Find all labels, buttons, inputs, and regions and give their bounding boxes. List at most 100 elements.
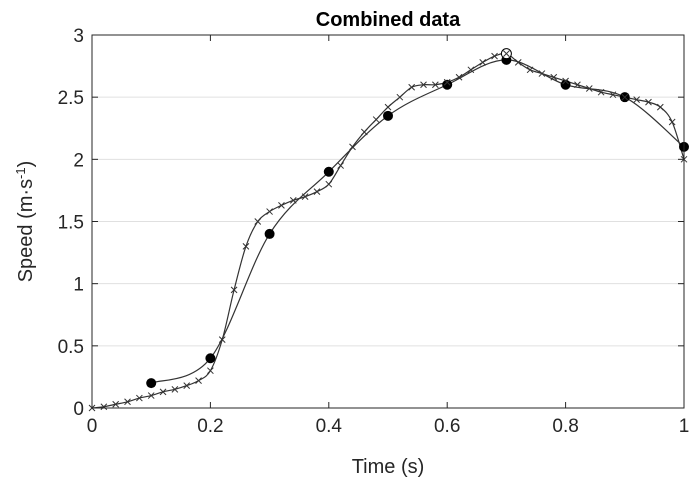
series-2-point-19 bbox=[313, 188, 321, 196]
series-2-point-7 bbox=[171, 385, 179, 393]
x-axis-label: Time (s) bbox=[352, 456, 425, 478]
series-2-point-36 bbox=[514, 58, 522, 66]
series-2-point-4 bbox=[136, 394, 143, 402]
series-2-point-5 bbox=[147, 392, 155, 399]
series-2-point-11 bbox=[218, 336, 226, 343]
series-2-point-17 bbox=[289, 197, 297, 204]
series-2-point-37 bbox=[526, 66, 534, 74]
series-2-point-14-stroke-b bbox=[254, 218, 262, 225]
series-2-point-39-stroke-b bbox=[550, 73, 558, 81]
series-0-point-2 bbox=[264, 228, 275, 239]
series-2-point-49-stroke-b bbox=[668, 118, 676, 126]
series-2-point-30-stroke-b bbox=[443, 78, 451, 86]
x-tick-label-1: 0.2 bbox=[197, 416, 223, 437]
series-2-point-33-stroke-b bbox=[479, 58, 487, 66]
series-2-point-44-stroke-b bbox=[609, 91, 617, 99]
series-2-point-49 bbox=[668, 118, 676, 126]
series-2-point-22-stroke-b bbox=[349, 143, 356, 151]
series-2-point-12-stroke-b bbox=[230, 286, 238, 294]
series-2-point-28 bbox=[420, 81, 427, 89]
series-2-point-3-stroke-b bbox=[124, 398, 131, 406]
series-2-point-28-stroke-b bbox=[420, 81, 427, 89]
series-2-point-47 bbox=[645, 98, 652, 106]
series-2-point-45-stroke-b bbox=[621, 93, 629, 101]
series-2-point-31 bbox=[455, 73, 463, 81]
series-2-point-1 bbox=[100, 403, 108, 411]
series-2-point-17-stroke-b bbox=[289, 197, 297, 204]
x-tick-label-3: 0.6 bbox=[434, 416, 460, 437]
series-2-point-27-stroke-b bbox=[408, 83, 416, 91]
series-2-point-11-stroke-b bbox=[218, 336, 226, 343]
series-0-point-1 bbox=[205, 353, 216, 364]
series-2-point-25-stroke-b bbox=[384, 103, 392, 111]
series-2-point-40 bbox=[562, 77, 569, 85]
series-2-point-1-stroke-b bbox=[100, 403, 108, 411]
series-2-point-2 bbox=[112, 400, 120, 408]
series-2-point-29-stroke-b bbox=[432, 81, 439, 89]
series-0-point-0 bbox=[146, 378, 157, 389]
series-2-point-8-stroke-b bbox=[183, 382, 191, 389]
series-2-point-4-stroke-b bbox=[136, 394, 143, 402]
series-2-point-23-stroke-b bbox=[360, 128, 368, 136]
series-2-point-12 bbox=[230, 286, 238, 294]
series-2-point-32-stroke-b bbox=[467, 66, 475, 74]
series-2-point-34-stroke-b bbox=[491, 52, 498, 60]
x-tick-label-5: 1 bbox=[679, 416, 690, 437]
series-2-point-24 bbox=[372, 116, 380, 123]
series-2-point-13-stroke-b bbox=[242, 243, 250, 250]
series-2-point-20 bbox=[325, 180, 333, 188]
series-2-point-39 bbox=[550, 73, 558, 81]
series-2-point-6 bbox=[159, 388, 167, 396]
series-2-point-46 bbox=[633, 96, 640, 104]
series-2-point-35 bbox=[503, 50, 510, 58]
y-axis-label-close: ) bbox=[15, 161, 37, 168]
series-2-point-6-stroke-b bbox=[159, 388, 167, 396]
y-axis-label-main: Speed (m·s bbox=[15, 179, 37, 282]
series-2-point-32 bbox=[467, 66, 475, 74]
series-2-point-16 bbox=[278, 201, 285, 209]
series-2-point-34 bbox=[491, 52, 498, 60]
series-2-point-15-stroke-b bbox=[266, 208, 273, 215]
series-2-point-46-stroke-b bbox=[633, 96, 640, 104]
series-2-point-48 bbox=[656, 103, 664, 111]
gridlines bbox=[92, 96, 684, 347]
series-2-point-40-stroke-b bbox=[562, 77, 569, 85]
series-2-point-2-stroke-b bbox=[112, 400, 120, 408]
series-0-point-3 bbox=[323, 166, 334, 177]
series-2-point-25 bbox=[384, 103, 392, 111]
series-2-point-13 bbox=[242, 243, 250, 250]
series-2-point-37-stroke-b bbox=[526, 66, 534, 74]
x-tick-label-0: 0 bbox=[87, 416, 98, 437]
x-tick-label-2: 0.4 bbox=[316, 416, 343, 437]
series-2-point-15 bbox=[266, 208, 273, 215]
series-2-point-22 bbox=[349, 143, 356, 151]
series-2-point-41 bbox=[574, 81, 581, 89]
axis-ticks: 0 0.2 0.4 0.6 0.8 1 0 0.5 1 1.5 2 2.5 3 bbox=[58, 26, 690, 437]
series-2-point-26 bbox=[396, 93, 404, 101]
series-2-point-27 bbox=[408, 83, 416, 91]
series-2-point-14 bbox=[254, 218, 262, 225]
x-tick-label-4: 0.8 bbox=[552, 416, 578, 437]
series-2-point-45 bbox=[621, 93, 629, 101]
series-2-point-26-stroke-b bbox=[396, 93, 404, 101]
y-axis-label-superscript: -1 bbox=[13, 167, 28, 179]
series-0-point-4 bbox=[383, 110, 393, 121]
y-tick-label-5: 2.5 bbox=[58, 88, 84, 109]
series-2-point-10 bbox=[207, 367, 214, 375]
data-markers bbox=[88, 48, 689, 412]
series-0-point-7 bbox=[560, 79, 571, 90]
y-axis-label: Speed (m·s-1) bbox=[13, 161, 38, 283]
y-tick-label-6: 3 bbox=[73, 26, 84, 47]
y-tick-label-1: 0.5 bbox=[58, 337, 84, 358]
series-2-point-33 bbox=[479, 58, 487, 66]
series-2-point-18-stroke-b bbox=[301, 193, 309, 200]
series-2-point-29 bbox=[432, 81, 439, 89]
series-2-point-10-stroke-b bbox=[207, 367, 214, 375]
series-2-point-23 bbox=[360, 128, 368, 136]
series-0-point-5 bbox=[442, 79, 453, 90]
series-2-point-43-stroke-b bbox=[597, 88, 605, 96]
series-2-point-7-stroke-b bbox=[171, 385, 179, 393]
series-2-point-43 bbox=[597, 88, 605, 96]
